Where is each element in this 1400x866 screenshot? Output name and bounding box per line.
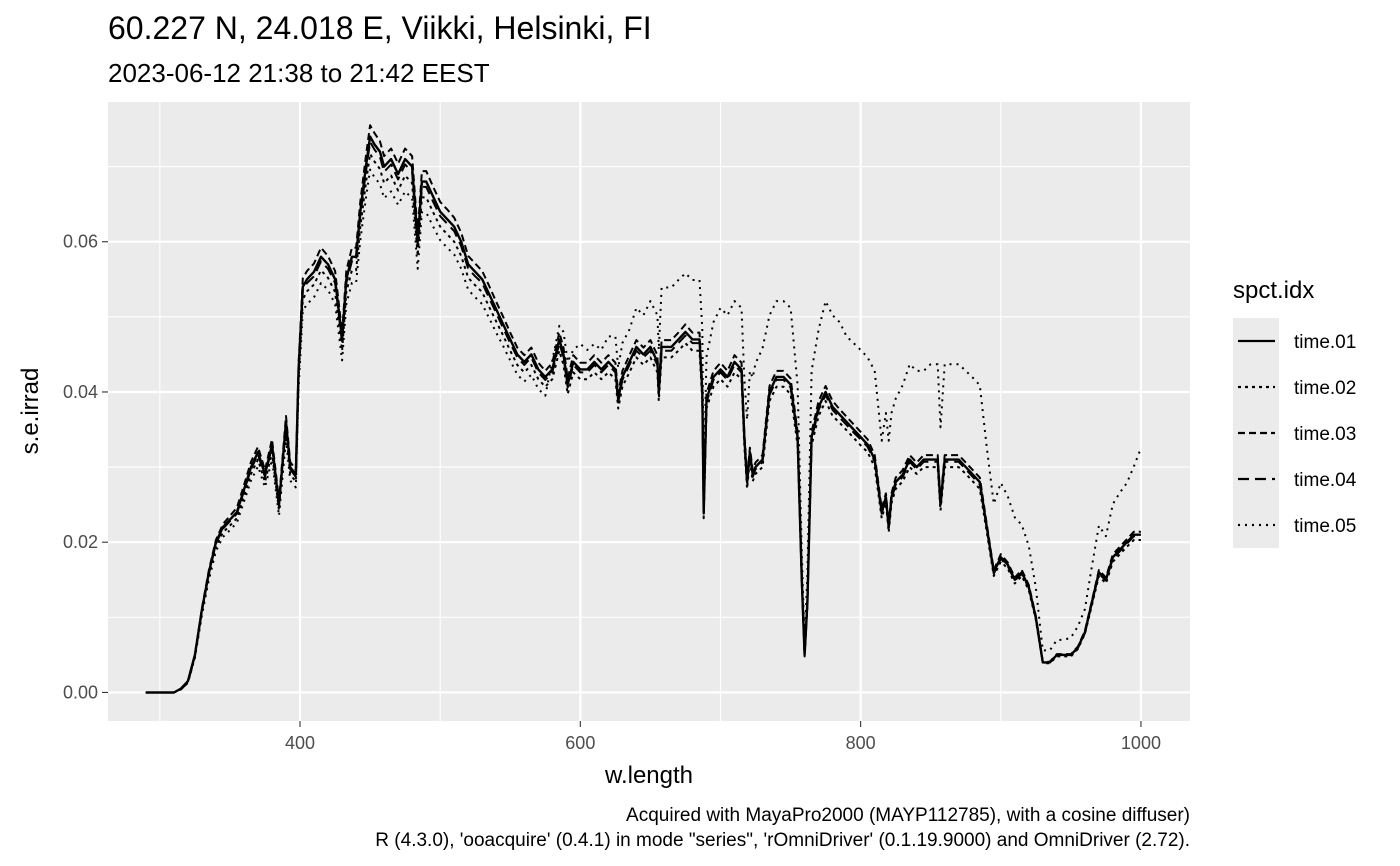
- series-line-time-05: [145, 168, 1142, 694]
- chart-subtitle: 2023-06-12 21:38 to 21:42 EEST: [108, 58, 490, 88]
- legend-label-time-05: time.05: [1294, 516, 1356, 537]
- series-line-time-04: [145, 140, 1141, 694]
- legend-label-time-02: time.02: [1294, 378, 1356, 399]
- x-axis: 400 600 800 1000: [285, 721, 1161, 753]
- y-tick-label: 0.00: [63, 682, 98, 702]
- series-lines: [145, 124, 1142, 694]
- y-axis: 0.00 0.02 0.04 0.06: [63, 232, 108, 702]
- y-axis-title: s.e.irrad: [17, 368, 44, 455]
- grid-major: [108, 102, 1190, 721]
- caption-line-2: R (4.3.0), 'ooacquire' (0.4.1) in mode "…: [375, 830, 1190, 851]
- y-tick-label: 0.06: [63, 232, 98, 252]
- x-tick-label: 600: [565, 733, 595, 753]
- x-tick-label: 800: [846, 733, 876, 753]
- plot-panel: [108, 102, 1190, 721]
- x-tick-label: 1000: [1121, 733, 1161, 753]
- legend-label-time-01: time.01: [1294, 332, 1356, 353]
- x-axis-title: w.length: [604, 762, 693, 789]
- chart-title: 60.227 N, 24.018 E, Viikki, Helsinki, FI: [108, 10, 652, 46]
- y-tick-label: 0.04: [63, 382, 98, 402]
- legend: spct.idx time.01 time.02 time.03 time.04 tim…: [1233, 277, 1357, 548]
- series-line-time-03: [145, 124, 1141, 694]
- legend-title: spct.idx: [1233, 277, 1314, 304]
- legend-label-time-04: time.04: [1294, 470, 1357, 491]
- x-tick-label: 400: [285, 733, 315, 753]
- caption-line-1: Acquired with MayaPro2000 (MAYP112785), …: [626, 805, 1190, 826]
- y-tick-label: 0.02: [63, 532, 98, 552]
- legend-label-time-03: time.03: [1294, 424, 1356, 445]
